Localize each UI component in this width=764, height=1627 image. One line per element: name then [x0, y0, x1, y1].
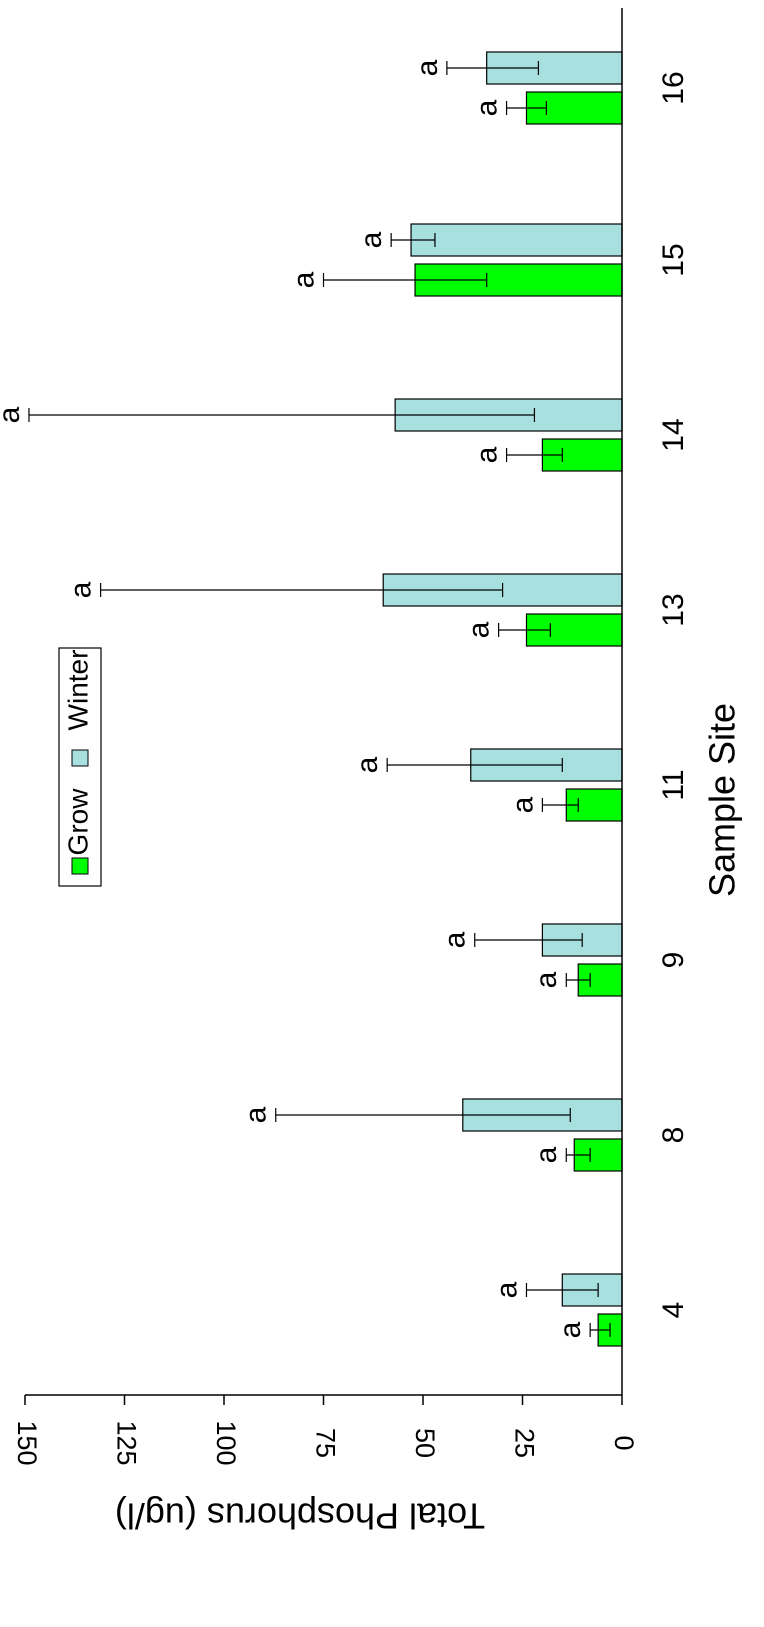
category-label: 9 [657, 952, 690, 969]
value-tick-label: 0 [609, 1435, 639, 1450]
significance-label: a [471, 446, 504, 463]
legend: Grow Winter [58, 647, 102, 887]
significance-label: a [411, 59, 444, 76]
value-tick-label: 25 [509, 1428, 539, 1458]
significance-label: a [530, 1146, 563, 1163]
bar-winter [410, 223, 623, 257]
x-axis-title: Sample Site [702, 703, 743, 897]
category-label: 14 [657, 418, 690, 451]
legend-swatch-grow [71, 857, 89, 875]
category-label: 11 [657, 769, 690, 800]
y-axis-title: Total Phosphorus (ug/l) [115, 1495, 485, 1536]
legend-box [58, 647, 102, 887]
significance-label: a [530, 971, 563, 988]
axes: 0 25 50 75 100 125 150 4 8 9 11 13 14 15 16 [12, 8, 690, 1466]
significance-label: a [355, 231, 388, 248]
value-tick-label: 50 [410, 1428, 440, 1458]
legend-swatch-winter [71, 749, 89, 767]
value-tick-label: 100 [211, 1420, 241, 1465]
value-tick-label: 150 [12, 1420, 42, 1465]
significance-label: a [506, 796, 539, 813]
category-label: 8 [657, 1127, 690, 1144]
legend-label-grow: Grow [62, 788, 93, 856]
category-label: 4 [657, 1302, 690, 1319]
significance-label: a [351, 756, 384, 773]
significance-label: a [471, 99, 504, 116]
significance-label: a [287, 271, 320, 288]
value-tick-label: 75 [310, 1428, 340, 1458]
category-label: 13 [657, 593, 690, 626]
significance-label: a [240, 1106, 273, 1123]
category-label: 16 [657, 71, 690, 104]
significance-label: a [554, 1321, 587, 1338]
category-label: 15 [657, 243, 690, 276]
significance-label: a [0, 406, 26, 423]
significance-label: a [439, 931, 472, 948]
significance-label: a [490, 1281, 523, 1298]
value-tick-label: 125 [111, 1420, 141, 1465]
significance-label: a [65, 581, 98, 598]
significance-label: a [463, 621, 496, 638]
legend-label-winter: Winter [62, 650, 93, 731]
